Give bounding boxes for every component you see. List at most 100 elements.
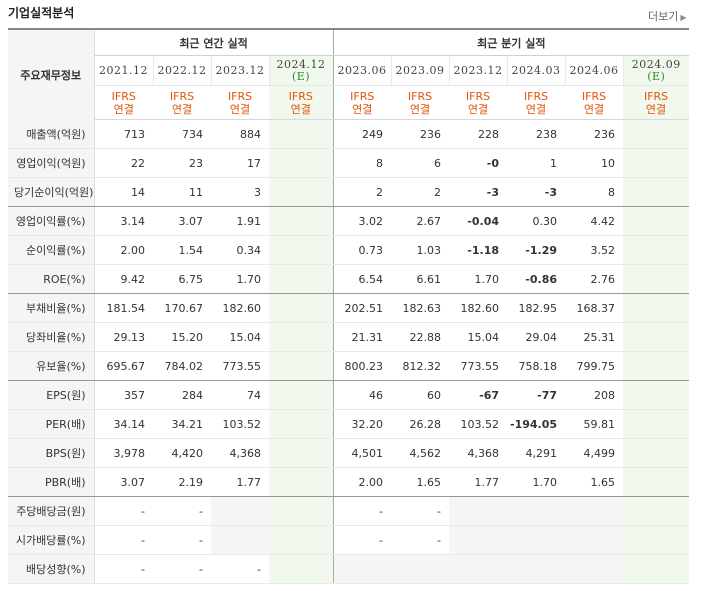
table-row: EPS(원) 357 284 74 46 60 -67 -77 208 (8, 380, 690, 410)
row-label: 부채비율(%) (8, 293, 95, 323)
quarter-period-header: 2024.03 (506, 55, 566, 86)
table-cell (623, 119, 690, 149)
chevron-right-icon: ▶ (680, 13, 687, 22)
table-cell: 3 (211, 177, 269, 207)
table-cell (623, 554, 690, 584)
ifrs-line2: 연결 (467, 102, 489, 116)
table-cell (623, 380, 690, 410)
table-cell: - (94, 496, 153, 526)
table-cell: - (391, 525, 450, 555)
ifrs-label: IFRS 연결 (333, 85, 392, 120)
table-cell (269, 409, 334, 439)
table-cell (269, 293, 334, 323)
table-cell: 2.67 (391, 206, 450, 236)
table-row: 배당성향(%) - - - (8, 554, 690, 584)
row-label: PER(배) (8, 409, 95, 439)
table-cell: 32.20 (333, 409, 392, 439)
ifrs-line2: 연결 (171, 102, 193, 116)
table-cell: 0.34 (211, 235, 269, 265)
table-cell: 3.52 (565, 235, 624, 265)
period-date: 2023.12 (215, 63, 265, 77)
quarter-period-header: 2023.12 (448, 55, 508, 86)
table-cell: - (211, 554, 269, 584)
period-date: 2024.09 (631, 57, 681, 71)
table-cell: 1.70 (211, 264, 269, 294)
ifrs-label: IFRS 연결 (211, 85, 269, 120)
table-cell: - (94, 525, 153, 555)
table-cell: -3 (449, 177, 508, 207)
table-cell: 2.19 (153, 467, 211, 497)
table-cell (623, 264, 690, 294)
table-cell (269, 525, 334, 555)
table-cell: 4,562 (391, 438, 450, 468)
row-label: 시가배당률(%) (8, 525, 95, 555)
table-cell (623, 235, 690, 265)
table-cell (507, 525, 566, 555)
table-cell: 9.42 (94, 264, 153, 294)
table-cell: 182.63 (391, 293, 450, 323)
ifrs-line2: 연결 (290, 102, 311, 116)
table-cell (565, 525, 624, 555)
table-row: 당좌비율(%) 29.13 15.20 15.04 21.31 22.88 15.04 29.… (8, 322, 690, 352)
table-cell: 236 (391, 119, 450, 149)
table-cell (623, 322, 690, 352)
table-row: 매출액(억원) 713 734 884 249 236 228 238 236 (8, 119, 690, 149)
table-cell: 23 (153, 148, 211, 178)
table-row: PER(배) 34.14 34.21 103.52 32.20 26.28 103.52 -1… (8, 409, 690, 439)
table-cell (623, 293, 690, 323)
table-cell: 1.77 (449, 467, 508, 497)
table-cell: 800.23 (333, 351, 392, 381)
table-cell: 182.60 (211, 293, 269, 323)
table-cell (623, 206, 690, 236)
period-date: 2023.06 (337, 63, 387, 77)
table-cell: - (153, 525, 211, 555)
table-cell: 1.77 (211, 467, 269, 497)
period-date: 2022.12 (157, 63, 207, 77)
header-group-row: 주요재무정보 최근 연간 실적 최근 분기 실적 (8, 29, 690, 120)
ifrs-label: IFRS 연결 (565, 85, 624, 120)
table-cell: 208 (565, 380, 624, 410)
table-cell: -1.29 (507, 235, 566, 265)
quarter-period-header: 2023.06 (332, 55, 392, 86)
ifrs-line2: 연결 (645, 102, 667, 116)
row-label: PBR(배) (8, 467, 95, 497)
ifrs-line1: IFRS (407, 89, 433, 103)
table-cell: 34.14 (94, 409, 153, 439)
section-title: 기업실적분석 (8, 6, 75, 20)
table-cell: 182.95 (507, 293, 566, 323)
table-cell (269, 119, 334, 149)
table-cell (565, 554, 624, 584)
quarter-period-header: 2024.06 (564, 55, 624, 86)
table-cell: 170.67 (153, 293, 211, 323)
table-cell (211, 525, 269, 555)
row-label: 주당배당금(원) (8, 496, 95, 526)
table-cell: 713 (94, 119, 153, 149)
ifrs-label: IFRS 연결 (623, 85, 690, 120)
table-row: ROE(%) 9.42 6.75 1.70 6.54 6.61 1.70 -0.86 2.76 (8, 264, 690, 294)
table-cell: 202.51 (333, 293, 392, 323)
table-cell (269, 467, 334, 497)
table-cell (269, 235, 334, 265)
table-cell: 6.61 (391, 264, 450, 294)
table-cell: 884 (211, 119, 269, 149)
ifrs-line1: IFRS (523, 89, 549, 103)
table-cell: - (391, 496, 450, 526)
table-cell (269, 177, 334, 207)
table-cell: 0.30 (507, 206, 566, 236)
table-cell: -0.04 (449, 206, 508, 236)
table-cell: 8 (565, 177, 624, 207)
table-cell: 6.75 (153, 264, 211, 294)
table-cell: 236 (565, 119, 624, 149)
table-cell: 29.04 (507, 322, 566, 352)
quarter-group-header: 최근 분기 실적 (333, 29, 690, 56)
more-link[interactable]: 더보기 ▶ (648, 8, 687, 24)
table-cell: 3.07 (94, 467, 153, 497)
ifrs-line1: IFRS (350, 89, 375, 103)
table-row: 영업이익(억원) 22 23 17 8 6 -0 1 10 (8, 148, 690, 178)
ifrs-line1: IFRS (643, 89, 669, 103)
estimate-marker: (E) (647, 69, 666, 83)
annual-period-header: 2024.12 (E) (268, 55, 334, 86)
table-cell: 773.55 (211, 351, 269, 381)
table-cell (623, 438, 690, 468)
period-date: 2021.12 (99, 63, 148, 77)
